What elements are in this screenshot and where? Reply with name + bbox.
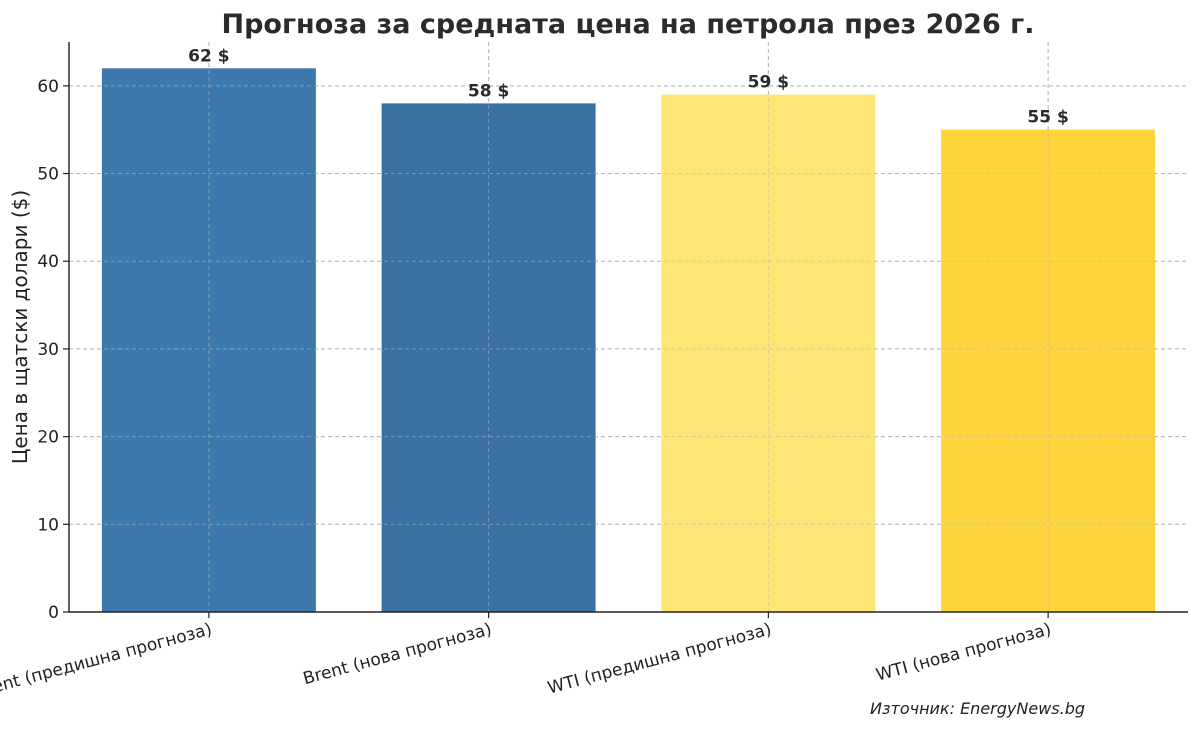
data-label: 58 $ <box>468 81 509 101</box>
y-tick-label: 60 <box>37 77 59 97</box>
data-label: 59 $ <box>748 73 789 93</box>
y-tick-label: 20 <box>37 428 59 448</box>
y-tick-label: 40 <box>37 252 59 272</box>
bar-layer <box>101 68 1156 613</box>
x-tick-label: Brent (нова прогноза) <box>301 620 494 690</box>
data-label: 55 $ <box>1027 108 1068 128</box>
chart-title: Прогноза за средната цена на петрола пре… <box>221 9 1034 40</box>
y-tick-label: 30 <box>37 340 59 360</box>
y-tick-label: 0 <box>48 603 59 623</box>
axis-layer <box>63 42 1188 618</box>
data-label: 62 $ <box>188 46 229 66</box>
x-tick-label: WTI (нова прогноза) <box>874 620 1053 686</box>
y-axis-label: Цена в щатски долари ($) <box>8 190 32 464</box>
x-tick-label: WTI (предишна прогноза) <box>546 620 774 699</box>
y-tick-label: 10 <box>37 515 59 535</box>
x-tick-label: Brent (предишна прогноза) <box>0 620 214 703</box>
source-note: Източник: EnergyNews.bg <box>870 699 1085 718</box>
y-tick-label: 50 <box>37 165 59 185</box>
